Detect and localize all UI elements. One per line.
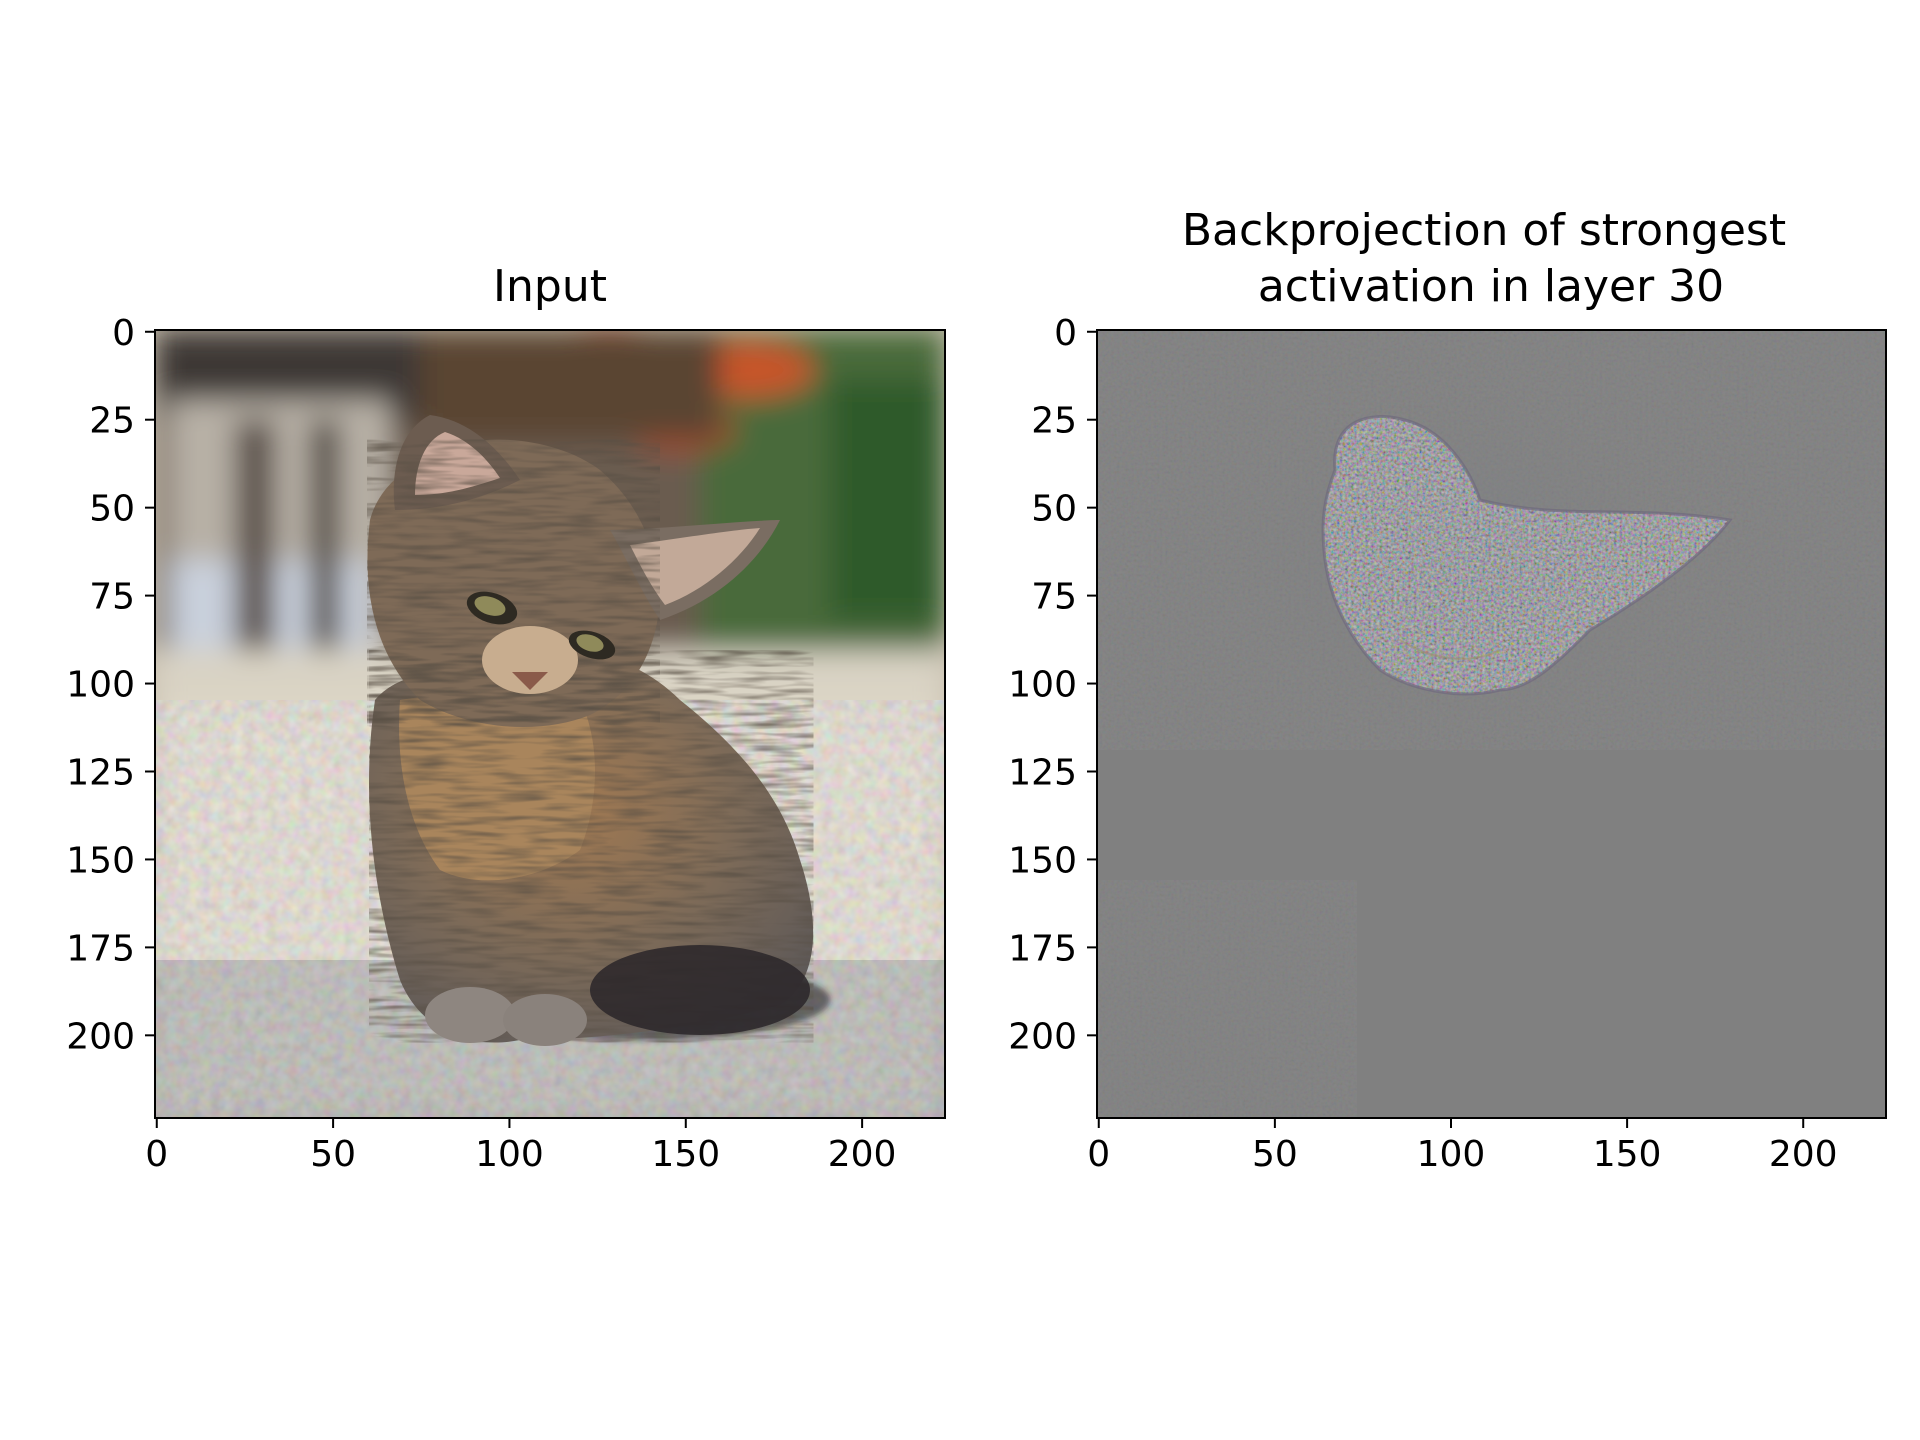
kitten xyxy=(367,415,814,1046)
input-y-tick-label: 150 xyxy=(66,840,135,881)
input-x-tick-label: 0 xyxy=(145,1134,168,1175)
input-y-tick-label: 125 xyxy=(66,752,135,793)
backprojection-y-tick-label: 50 xyxy=(1031,489,1077,530)
input-y-tick-label: 100 xyxy=(66,665,135,706)
backprojection-y-tick-label: 150 xyxy=(1008,840,1077,881)
input-x-tick-label: 100 xyxy=(475,1134,544,1175)
input-x-ticks: 0 50 100 150 200 xyxy=(145,1118,896,1175)
backprojection-x-tick-label: 0 xyxy=(1087,1134,1110,1175)
backprojection-title: Backprojection of strongest activation i… xyxy=(1182,205,1800,312)
backprojection-panel: Backprojection of strongest activation i… xyxy=(1008,205,1887,1175)
backprojection-x-tick-label: 100 xyxy=(1417,1134,1486,1175)
backprojection-image xyxy=(1097,330,1886,1118)
input-panel: Input xyxy=(66,261,946,1175)
backprojection-y-tick-label: 0 xyxy=(1054,313,1077,354)
input-axes-frame xyxy=(154,329,946,1119)
backprojection-title-line-1: Backprojection of strongest xyxy=(1182,205,1786,256)
backprojection-x-tick-label: 200 xyxy=(1769,1134,1838,1175)
backprojection-y-tick-label: 175 xyxy=(1008,928,1077,969)
input-y-ticks: 0 25 50 75 100 125 150 175 200 xyxy=(66,313,155,1057)
input-y-tick-label: 175 xyxy=(66,928,135,969)
backprojection-y-tick-label: 25 xyxy=(1031,401,1077,442)
input-x-tick-label: 50 xyxy=(310,1134,356,1175)
input-y-tick-label: 0 xyxy=(112,313,135,354)
input-image xyxy=(155,330,945,1118)
backprojection-y-tick-label: 200 xyxy=(1008,1016,1077,1057)
backprojection-y-tick-label: 125 xyxy=(1008,752,1077,793)
backprojection-x-tick-label: 150 xyxy=(1593,1134,1662,1175)
input-title: Input xyxy=(493,261,607,312)
backprojection-x-ticks: 0 50 100 150 200 xyxy=(1087,1118,1838,1175)
input-y-tick-label: 200 xyxy=(66,1016,135,1057)
backprojection-y-ticks: 0 25 50 75 100 125 150 175 200 xyxy=(1008,313,1097,1057)
input-y-tick-label: 75 xyxy=(89,577,135,618)
input-y-tick-label: 25 xyxy=(89,401,135,442)
backprojection-x-tick-label: 50 xyxy=(1252,1134,1298,1175)
backprojection-axes-frame xyxy=(1096,329,1887,1119)
backprojection-title-line-2: activation in layer 30 xyxy=(1258,261,1724,312)
input-x-tick-label: 200 xyxy=(828,1134,897,1175)
input-x-tick-label: 150 xyxy=(651,1134,720,1175)
backprojection-y-tick-label: 100 xyxy=(1008,665,1077,706)
backprojection-y-tick-label: 75 xyxy=(1031,577,1077,618)
input-y-tick-label: 50 xyxy=(89,489,135,530)
